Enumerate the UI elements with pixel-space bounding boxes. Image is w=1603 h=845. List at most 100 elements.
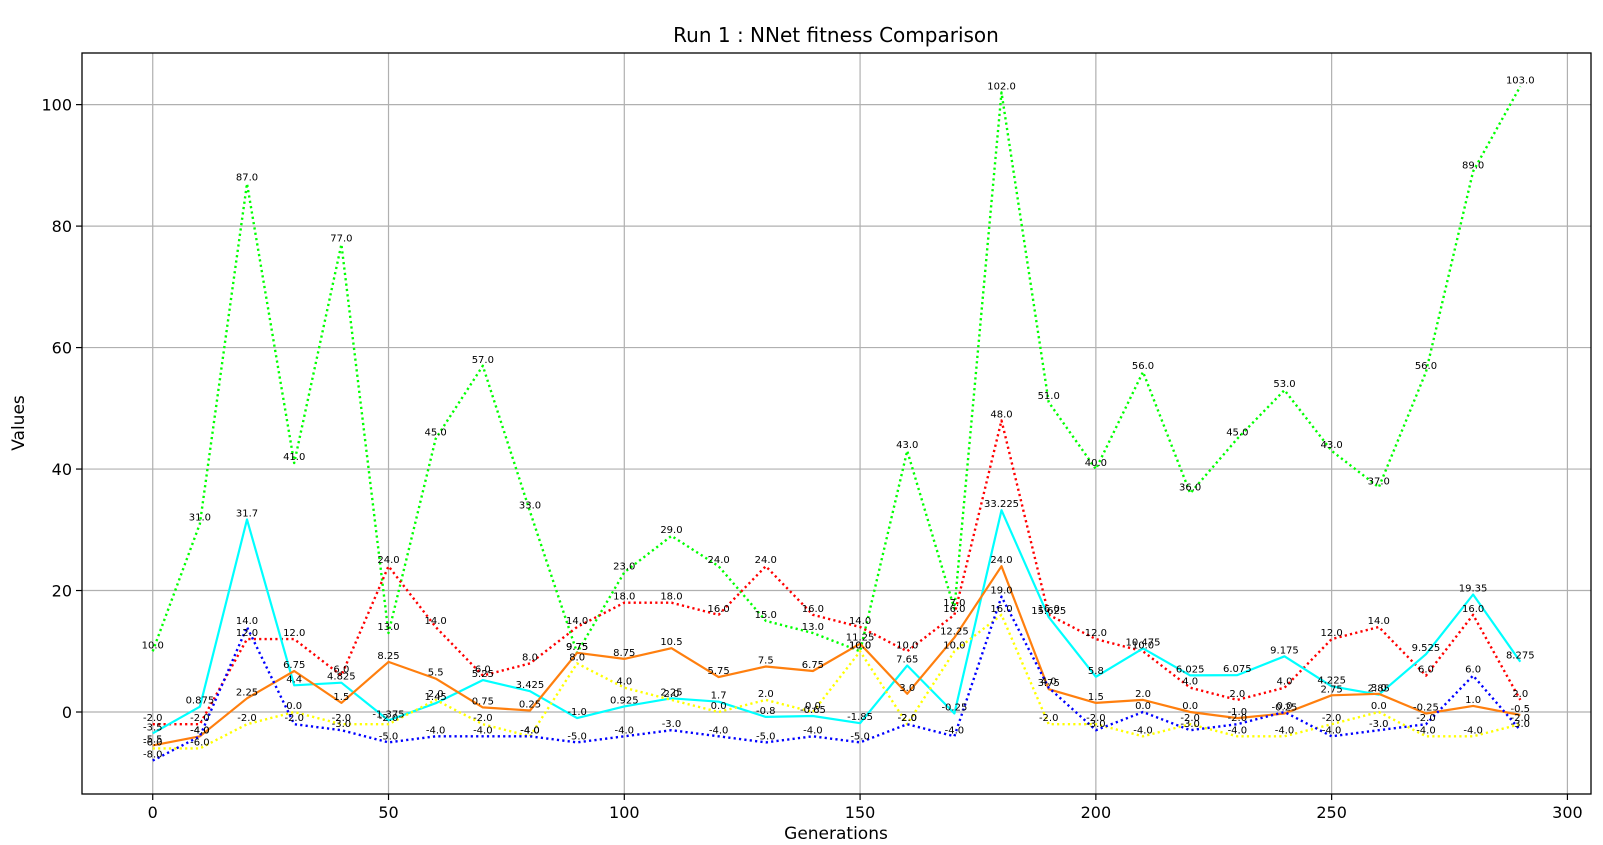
data-label: -1.375 — [372, 709, 404, 720]
data-label: 77.0 — [330, 233, 352, 244]
data-label: 14.0 — [236, 616, 258, 627]
data-label: -1.0 — [1228, 707, 1248, 718]
data-label: -0.25 — [941, 703, 967, 714]
data-label: 18.0 — [660, 592, 682, 603]
data-label: 10.0 — [943, 640, 965, 651]
data-label: -4.0 — [520, 725, 540, 736]
data-label: 3.75 — [1038, 678, 1060, 689]
data-label: 56.0 — [1132, 361, 1154, 372]
data-label: 4.225 — [1317, 675, 1346, 686]
data-label: 10.5 — [660, 637, 682, 648]
data-label: 18.0 — [613, 592, 635, 603]
data-label: 53.0 — [1273, 379, 1295, 390]
data-label: 0.0 — [1182, 701, 1198, 712]
data-label: 23.0 — [613, 561, 635, 572]
data-label: 8.275 — [1506, 651, 1535, 662]
data-label: 16.0 — [707, 604, 729, 615]
x-tick-label: 200 — [1081, 803, 1112, 822]
data-label: 10.0 — [142, 640, 164, 651]
data-label: 0.0 — [1135, 701, 1151, 712]
data-label: 45.0 — [425, 428, 447, 439]
data-label: -2.0 — [1180, 713, 1200, 724]
data-label: 11.25 — [846, 633, 875, 644]
data-label: -4.0 — [426, 725, 446, 736]
data-label: -3.0 — [1180, 719, 1200, 730]
data-label: 37.0 — [1368, 476, 1390, 487]
data-label: 9.75 — [566, 642, 588, 653]
data-label: -2.0 — [190, 713, 210, 724]
data-label: 31.7 — [236, 508, 258, 519]
data-label: 9.525 — [1412, 643, 1441, 654]
data-label: 33.225 — [984, 499, 1019, 510]
data-label: 3.0 — [1371, 683, 1387, 694]
data-label: -2.0 — [143, 713, 163, 724]
data-label: -4.0 — [1463, 725, 1483, 736]
data-label: 6.75 — [802, 660, 824, 671]
data-label: 57.0 — [472, 355, 494, 366]
data-label: 6.0 — [1465, 665, 1481, 676]
data-label: -5.5 — [143, 734, 163, 745]
data-label: -2.0 — [1511, 713, 1531, 724]
data-label: 5.5 — [428, 668, 444, 679]
data-label: 87.0 — [236, 173, 258, 184]
x-axis: 0 50 100 150 200 250 300 — [148, 794, 1583, 822]
data-label: 13.0 — [802, 622, 824, 633]
data-label: 8.0 — [569, 652, 585, 663]
data-label: 2.0 — [428, 689, 444, 700]
data-label: 0.875 — [186, 696, 215, 707]
data-label: 14.0 — [425, 616, 447, 627]
series-lines — [151, 85, 1522, 762]
plot-area-frame — [81, 52, 1592, 795]
data-label: -4.0 — [1228, 725, 1248, 736]
data-label: -2.0 — [1086, 713, 1106, 724]
data-label: 24.0 — [990, 555, 1012, 566]
series-line-4 — [152, 565, 1521, 747]
data-label: 43.0 — [896, 440, 918, 451]
y-tick-label: 0 — [62, 703, 72, 722]
data-label: -3.0 — [332, 719, 352, 730]
data-label: -2.0 — [473, 713, 493, 724]
data-label: 0.75 — [472, 696, 494, 707]
data-label: 12.25 — [940, 627, 969, 638]
data-label: 10.475 — [1126, 637, 1161, 648]
data-label: 24.0 — [755, 555, 777, 566]
data-label: -4.0 — [1416, 725, 1436, 736]
data-label: -2.0 — [284, 713, 304, 724]
data-label: 5.75 — [707, 666, 729, 677]
data-label: 13.0 — [377, 622, 399, 633]
x-tick-label: 0 — [148, 803, 158, 822]
data-label: 16.0 — [943, 604, 965, 615]
data-label: 10.0 — [1132, 640, 1154, 651]
data-label: -2.0 — [897, 713, 917, 724]
data-label: -2.0 — [1416, 713, 1436, 724]
data-label: 8.25 — [377, 651, 399, 662]
data-label: -6.0 — [190, 737, 210, 748]
data-label: 5.8 — [1088, 666, 1104, 677]
data-label: 19.0 — [990, 586, 1012, 597]
data-label: 3.425 — [516, 680, 545, 691]
data-label: 1.0 — [1465, 695, 1481, 706]
data-label: 1.45 — [425, 692, 447, 703]
data-label: -4.0 — [190, 725, 210, 736]
series-line-6 — [152, 595, 1522, 762]
data-label: 4.0 — [1277, 677, 1293, 688]
data-label: 16.0 — [802, 604, 824, 615]
data-label: -0.25 — [1272, 703, 1298, 714]
data-label: 2.25 — [236, 687, 258, 698]
data-label: 0.0 — [1371, 701, 1387, 712]
x-tick-label: 50 — [378, 803, 398, 822]
data-label: 9.175 — [1270, 645, 1299, 656]
data-label: 4.0 — [1041, 677, 1057, 688]
data-label: 10.0 — [849, 640, 871, 651]
x-tick-label: 100 — [609, 803, 640, 822]
data-label: 89.0 — [1462, 160, 1484, 171]
data-label: 16.0 — [1038, 604, 1060, 615]
series-line-3 — [152, 509, 1522, 735]
data-label: 2.85 — [1368, 684, 1390, 695]
data-label: -4.0 — [803, 725, 823, 736]
data-label: 2.0 — [1229, 689, 1245, 700]
data-label: -4.0 — [709, 725, 729, 736]
data-label: 43.0 — [1321, 440, 1343, 451]
data-label: -4.0 — [473, 725, 493, 736]
data-label: -2.0 — [379, 713, 399, 724]
